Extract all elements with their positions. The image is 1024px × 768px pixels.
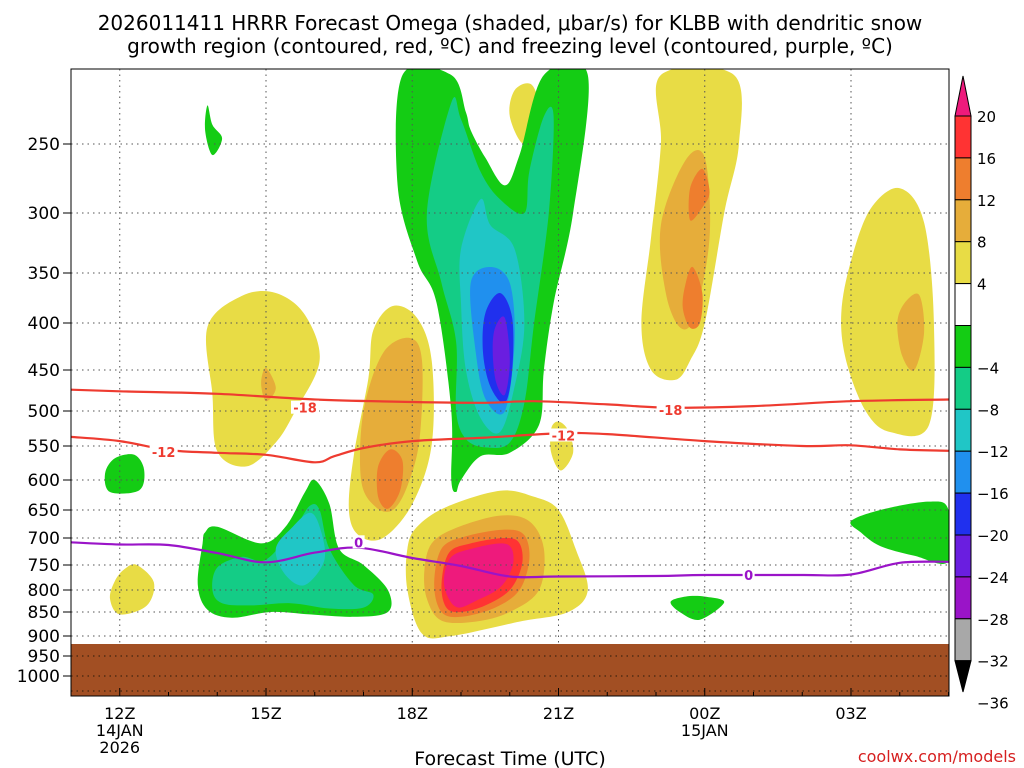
contour-line-2 <box>71 541 949 579</box>
colorbar-label-6: −8 <box>977 401 999 419</box>
colorbar-segment-4 <box>954 283 972 327</box>
y-tick-label-15: 1000 <box>17 667 60 687</box>
colorbar: 20 16 12 8 4 −4 −8 −12 −16 −20 −24 −28 −32 −36 <box>954 75 1009 713</box>
contour-label-bg-2-0 <box>352 535 365 549</box>
y-tick-label-2: 350 <box>28 264 60 284</box>
y-tick-label-4: 450 <box>28 361 60 381</box>
contour-label-1-1: -12 <box>552 430 576 445</box>
chart-title-line2: growth region (contoured, red, ºC) and f… <box>127 34 893 58</box>
y-tick-label-12: 850 <box>28 603 60 623</box>
colorbar-segment-5 <box>954 325 972 368</box>
y-tick-label-8: 650 <box>28 501 60 521</box>
x-axis-label: Forecast Time (UTC) <box>414 748 605 768</box>
colorbar-label-0: 20 <box>977 108 996 126</box>
contour-label-bg-2-1 <box>742 568 755 581</box>
contour-line-0 <box>71 388 949 409</box>
omega-region-7 <box>841 187 935 437</box>
colorbar-segment-11 <box>954 576 972 620</box>
x-tick-label-4: 00Z <box>689 704 720 723</box>
colorbar-label-8: −16 <box>977 485 1009 503</box>
colorbar-segment-3 <box>954 241 972 285</box>
contour-label-bg-1-1 <box>549 428 578 442</box>
y-tick-label-11: 800 <box>28 581 60 601</box>
y-tick-label-1: 300 <box>28 204 60 224</box>
contour-label-0-0: -18 <box>293 402 317 417</box>
colorbar-segment-2 <box>954 199 972 243</box>
x-year-label-0: 2026 <box>99 738 140 757</box>
colorbar-label-4: 4 <box>977 276 987 294</box>
contour-label-bg-1-0 <box>149 445 178 459</box>
colorbar-label-3: 8 <box>977 234 987 252</box>
colorbar-segment-9 <box>954 492 972 536</box>
watermark: coolwx.com/models <box>858 747 1016 766</box>
colorbar-segment-12 <box>954 618 972 662</box>
colorbar-segment-8 <box>954 450 972 494</box>
colorbar-label-10: −24 <box>977 569 1009 587</box>
omega-region-27 <box>275 512 326 586</box>
x-tick-label-2: 18Z <box>397 704 428 723</box>
colorbar-segment-7 <box>954 408 972 452</box>
temperature-contours: -18 -18 -12 -12 0 0 <box>71 388 949 584</box>
x-tick-label-3: 21Z <box>543 704 574 723</box>
omega-region-13 <box>376 449 404 509</box>
colorbar-label-1: 16 <box>977 150 996 168</box>
y-tick-label-5: 500 <box>28 402 60 422</box>
colorbar-label-12: −32 <box>977 653 1009 671</box>
colorbar-label-9: −20 <box>977 527 1009 545</box>
omega-region-20 <box>204 105 223 156</box>
omega-region-24 <box>850 501 949 564</box>
omega-region-23 <box>670 595 725 620</box>
x-date-label-0: 14JAN <box>96 721 144 740</box>
colorbar-segment-6 <box>954 366 972 410</box>
omega-shading <box>104 69 949 639</box>
chart-title-line1: 2026011411 HRRR Forecast Omega (shaded, … <box>98 11 923 35</box>
colorbar-label-5: −4 <box>977 359 999 377</box>
y-tick-label-13: 900 <box>28 627 60 647</box>
colorbar-bottom-arrow <box>954 660 972 693</box>
contour-label-1-0: -12 <box>152 446 176 461</box>
x-tick-label-0: 12Z <box>104 704 135 723</box>
colorbar-label-11: −28 <box>977 611 1009 629</box>
contour-label-bg-0-1 <box>656 403 685 417</box>
contour-label-bg-0-0 <box>291 400 319 414</box>
colorbar-label-7: −12 <box>977 443 1009 461</box>
omega-region-0 <box>109 564 155 615</box>
y-tick-label-10: 750 <box>28 556 60 576</box>
x-tick-label-5: 03Z <box>835 704 866 723</box>
omega-region-15 <box>688 168 710 221</box>
y-tick-label-3: 400 <box>28 314 60 334</box>
contour-label-2-1: 0 <box>744 569 753 584</box>
omega-region-9 <box>359 337 423 512</box>
colorbar-segment-1 <box>954 157 972 201</box>
y-tick-label-14: 950 <box>28 647 60 667</box>
omega-region-19 <box>104 454 145 494</box>
contour-label-0-1: -18 <box>659 404 683 419</box>
colorbar-segment-0 <box>954 115 972 159</box>
colorbar-segment-10 <box>954 534 972 578</box>
omega-region-31 <box>492 316 510 396</box>
colorbar-label-2: 12 <box>977 192 996 210</box>
y-tick-label-6: 550 <box>28 437 60 457</box>
plot-area: -18 -18 -12 -12 0 0 <box>71 69 949 696</box>
y-tick-label-0: 250 <box>28 135 60 155</box>
omega-region-12 <box>897 293 925 371</box>
colorbar-top-arrow <box>954 75 972 117</box>
ground-layer <box>71 644 949 696</box>
contour-label-2-0: 0 <box>354 536 363 551</box>
y-tick-label-7: 600 <box>28 471 60 491</box>
omega-region-16 <box>682 266 703 329</box>
omega-region-18 <box>443 543 514 608</box>
x-date-label-4: 15JAN <box>681 721 729 740</box>
x-tick-label-1: 15Z <box>250 704 281 723</box>
omega-region-8 <box>261 368 276 402</box>
y-tick-label-9: 700 <box>28 529 60 549</box>
colorbar-label-13: −36 <box>977 695 1009 713</box>
contour-line-1 <box>71 431 949 464</box>
